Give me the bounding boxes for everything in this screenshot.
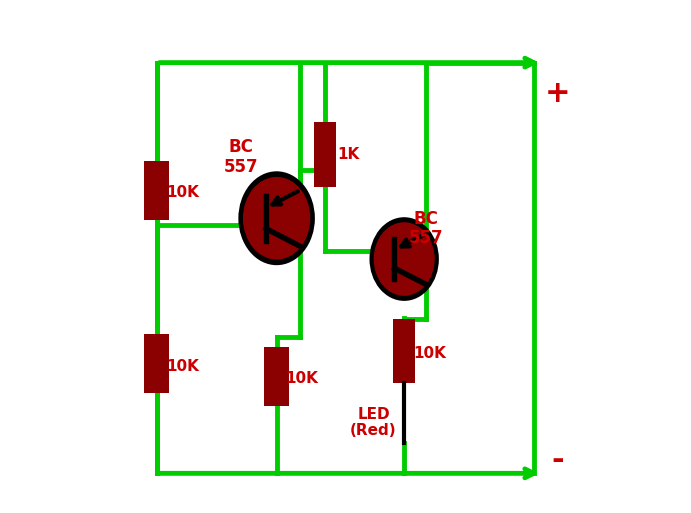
Text: 10K: 10K bbox=[413, 346, 446, 361]
Bar bbox=[314, 122, 336, 187]
Text: -: - bbox=[551, 446, 564, 475]
Text: 1K: 1K bbox=[337, 147, 359, 162]
Ellipse shape bbox=[374, 222, 435, 296]
Ellipse shape bbox=[243, 177, 310, 260]
Bar bbox=[265, 347, 289, 406]
Bar bbox=[144, 161, 169, 220]
Text: 10K: 10K bbox=[166, 185, 199, 200]
Text: BC
557: BC 557 bbox=[409, 210, 444, 247]
Text: LED
(Red): LED (Red) bbox=[350, 407, 397, 438]
Ellipse shape bbox=[370, 217, 439, 301]
Text: 10K: 10K bbox=[166, 359, 199, 373]
Text: BC
557: BC 557 bbox=[224, 139, 258, 176]
Bar bbox=[393, 319, 415, 383]
Bar bbox=[144, 334, 169, 393]
Ellipse shape bbox=[238, 171, 315, 265]
Text: 10K: 10K bbox=[286, 371, 319, 386]
Text: +: + bbox=[545, 78, 570, 108]
